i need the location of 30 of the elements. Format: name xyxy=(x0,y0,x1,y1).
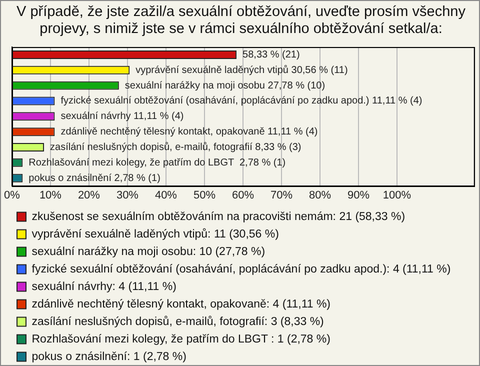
legend-label: vyprávění sexuálně laděných vtipů: 11 (30,56 %) xyxy=(32,227,280,240)
x-tick-label: 50% xyxy=(193,189,216,202)
x-tick-label: 30% xyxy=(116,189,139,202)
data-label: pokus o znásilnění 2,78 % (1) xyxy=(28,172,160,184)
legend-label: fyzické sexuální obtěžování (osahávání, poplácávání po zadku apod.): 4 (11,11 %) xyxy=(32,263,451,276)
data-label: vyprávění sexuálně laděných vtipů 30,56 % (11) xyxy=(136,64,348,76)
chart-title: V případě, že jste zažil/a sexuální obtěžování, uveďte prosím všechny projevy, s nimiž jste se v rámci sexuálního obtěžování setkal/a: xyxy=(16,4,466,38)
legend-label: sexuální narážky na moji osobu: 10 (27,78 %) xyxy=(32,246,266,258)
data-label: 58,33 % (21) xyxy=(242,49,300,60)
legend-label: zkušenost se sexuálním obtěžováním na pracovišti nemám: 21 (58,33 %) xyxy=(32,210,406,223)
x-tick-label: 0% xyxy=(4,189,20,202)
data-label: sexuální návrhy 11,11 % (4) xyxy=(60,111,184,122)
legend-label: pokus o znásilnění: 1 (2,78 %) xyxy=(32,350,187,363)
legend-label: Rozhlašování mezi kolegy, že patřím do LBGT : 1 (2,78 %) xyxy=(32,333,331,346)
x-tick-label: 90% xyxy=(347,189,370,202)
legend-label: zdánlivě nechtěný tělesný kontakt, opakovaně: 4 (11,11 %) xyxy=(32,298,331,310)
data-label: zasílání neslušných dopisů, e-mailů, fotografií 8,33 % (3) xyxy=(50,140,302,153)
x-tick-label: 60% xyxy=(232,189,254,202)
x-tick-label: 20% xyxy=(78,189,100,202)
data-label: sexuální narážky na moji osobu 27,78 % (10) xyxy=(124,80,326,92)
data-label: fyzické sexuální obtěžování (osahávání, poplácávání po zadku apod.) 11,11 % (4) xyxy=(60,96,422,107)
legend-label: sexuální návrhy: 4 (11,11 %) xyxy=(32,280,177,293)
x-tick-label: 80% xyxy=(308,189,332,202)
data-label: Rozhlašování mezi kolegy, že patřím do LBGT 2,78 % (1) xyxy=(28,157,286,168)
x-tick-label: 100% xyxy=(382,189,412,202)
legend-label: zasílání neslušných dopisů, e-mailů, fotografií: 3 (8,33 %) xyxy=(32,314,324,328)
data-label: zdánlivě nechtěný tělesný kontakt, opakovaně 11,11 % (4) xyxy=(60,126,318,138)
x-tick-label: 70% xyxy=(270,189,293,202)
x-tick-label: 10% xyxy=(39,189,62,202)
x-tick-label: 40% xyxy=(154,189,178,202)
